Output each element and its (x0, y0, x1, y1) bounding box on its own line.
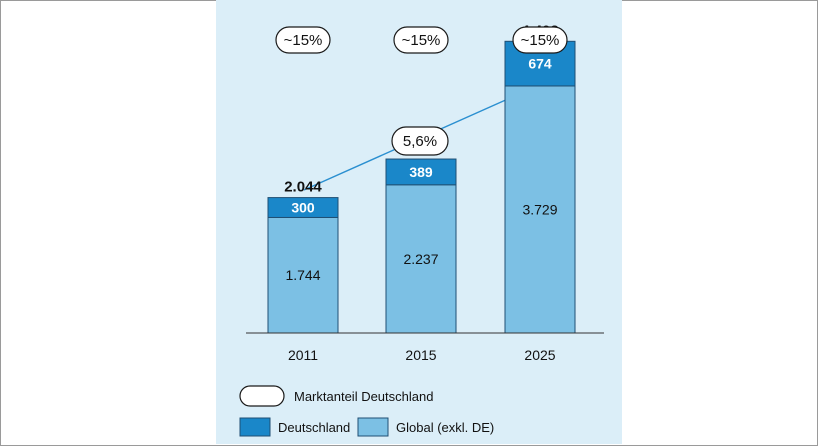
legend-deutschland-label: Deutschland (278, 420, 350, 435)
market-share-bubble-2025 (512, 26, 568, 54)
legend-market-share-label: Marktanteil Deutschland (294, 389, 433, 404)
bar-global-2011 (267, 216, 339, 334)
bar-deutschland-2011 (267, 197, 339, 218)
label-total-2011: 2.044 (284, 179, 322, 196)
label-global-2015: 2.237 (403, 251, 438, 267)
market-share-bubble-2015 (393, 26, 449, 54)
label-deutschland-2015: 389 (409, 164, 433, 180)
label-global-2011: 1.744 (285, 267, 320, 283)
legend-deutschland-swatch (239, 417, 271, 437)
x-tick-2025: 2025 (524, 347, 555, 363)
growth-rate-label: 5,6% (403, 133, 437, 150)
market-share-label-2015: ~15% (402, 32, 441, 49)
stacked-bar-chart: 1.7443002.0442011~15%2.2373892.6252015~1… (239, 22, 604, 437)
x-tick-2011: 2011 (288, 347, 318, 363)
bar-deutschland-2015 (385, 158, 457, 186)
bar-global-2025 (504, 85, 576, 334)
market-share-label-2025: ~15% (521, 32, 560, 49)
x-tick-2015: 2015 (405, 347, 436, 363)
market-share-bubble-2011 (275, 26, 331, 54)
market-share-label-2011: ~15% (284, 32, 323, 49)
label-deutschland-2025: 674 (528, 56, 552, 72)
legend-market-share-swatch (239, 385, 285, 407)
chart-panel: 1.7443002.0442011~15%2.2373892.6252015~1… (216, 0, 622, 444)
legend-global-label: Global (exkl. DE) (396, 420, 494, 435)
label-deutschland-2011: 300 (291, 200, 315, 216)
label-global-2025: 3.729 (522, 201, 557, 217)
legend-global-swatch (357, 417, 389, 437)
growth-rate-bubble (391, 126, 449, 156)
